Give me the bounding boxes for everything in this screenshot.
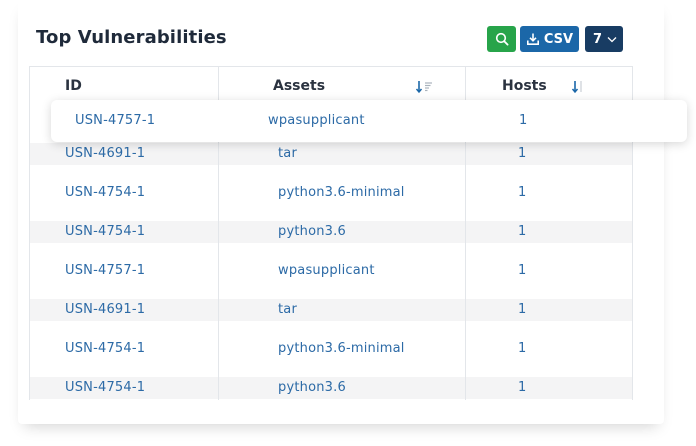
table-row[interactable]: USN-4754-1 python3.6-minimal 1	[30, 182, 632, 204]
csv-label: CSV	[543, 31, 574, 47]
row-id[interactable]: USN-4691-1	[65, 302, 146, 317]
count-dropdown[interactable]: 7	[585, 26, 623, 52]
sort-descending-icon[interactable]	[415, 80, 433, 94]
row-id[interactable]: USN-4754-1	[65, 185, 146, 200]
row-id[interactable]: USN-4754-1	[65, 380, 146, 395]
row-hosts[interactable]: 1	[518, 224, 527, 239]
row-asset[interactable]: python3.6-minimal	[278, 185, 405, 200]
search-icon	[495, 32, 509, 46]
sort-icon[interactable]	[570, 80, 584, 94]
chevron-down-icon	[607, 36, 617, 42]
table-row[interactable]: USN-4754-1 python3.6-minimal 1	[30, 338, 632, 360]
row-hosts[interactable]: 1	[518, 185, 527, 200]
row-asset[interactable]: tar	[278, 146, 298, 161]
row-asset[interactable]: python3.6	[278, 224, 346, 239]
row-asset[interactable]: wpasupplicant	[278, 263, 375, 278]
row-id[interactable]: USN-4757-1	[75, 113, 156, 128]
row-id[interactable]: USN-4754-1	[65, 341, 146, 356]
table-row[interactable]: USN-4757-1 wpasupplicant 1	[30, 260, 632, 282]
row-hosts[interactable]: 1	[518, 380, 527, 395]
search-button[interactable]	[487, 26, 516, 52]
table-row[interactable]: USN-4691-1 tar 1	[30, 299, 632, 321]
table-row[interactable]: USN-4754-1 python3.6 1	[30, 221, 632, 243]
column-header-hosts[interactable]: Hosts	[502, 78, 547, 94]
count-value: 7	[592, 31, 603, 47]
table-row-hovered[interactable]: USN-4757-1 wpasupplicant 1	[51, 100, 687, 142]
download-icon	[526, 33, 539, 45]
table-row[interactable]: USN-4691-1 tar 1	[30, 143, 632, 165]
row-asset[interactable]: wpasupplicant	[268, 113, 365, 128]
row-hosts[interactable]: 1	[518, 146, 527, 161]
table-row[interactable]: USN-4754-1 python3.6 1	[30, 377, 632, 399]
row-hosts[interactable]: 1	[519, 113, 528, 128]
row-id[interactable]: USN-4691-1	[65, 146, 146, 161]
csv-download-button[interactable]: CSV	[520, 26, 579, 52]
column-header-id[interactable]: ID	[65, 78, 82, 94]
column-header-assets[interactable]: Assets	[273, 78, 326, 94]
row-hosts[interactable]: 1	[518, 263, 527, 278]
column-divider	[465, 67, 466, 400]
row-asset[interactable]: tar	[278, 302, 298, 317]
row-asset[interactable]: python3.6-minimal	[278, 341, 405, 356]
column-divider	[218, 67, 219, 400]
row-asset[interactable]: python3.6	[278, 380, 346, 395]
row-id[interactable]: USN-4757-1	[65, 263, 146, 278]
row-id[interactable]: USN-4754-1	[65, 224, 146, 239]
row-hosts[interactable]: 1	[518, 302, 527, 317]
row-hosts[interactable]: 1	[518, 341, 527, 356]
card-title: Top Vulnerabilities	[36, 27, 227, 48]
